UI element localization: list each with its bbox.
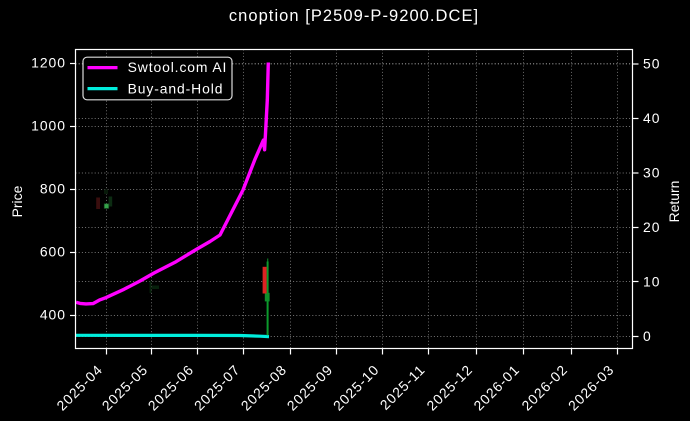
- svg-text:2025-09: 2025-09: [284, 361, 336, 413]
- svg-text:2025-12: 2025-12: [423, 361, 475, 413]
- svg-text:2025-07: 2025-07: [191, 361, 243, 413]
- svg-text:cnoption [P2509-P-9200.DCE]: cnoption [P2509-P-9200.DCE]: [229, 7, 479, 25]
- svg-text:2025-05: 2025-05: [99, 361, 151, 413]
- svg-text:800: 800: [40, 181, 66, 197]
- svg-text:1000: 1000: [31, 118, 66, 134]
- svg-text:2025-10: 2025-10: [330, 361, 382, 413]
- svg-text:Price: Price: [9, 185, 25, 217]
- svg-text:10: 10: [643, 273, 660, 289]
- svg-text:2025-06: 2025-06: [145, 361, 197, 413]
- svg-text:Buy-and-Hold: Buy-and-Hold: [128, 80, 224, 96]
- svg-text:2026-02: 2026-02: [518, 361, 570, 413]
- svg-text:2025-08: 2025-08: [238, 361, 290, 413]
- svg-text:20: 20: [643, 219, 660, 235]
- svg-text:2026-03: 2026-03: [565, 361, 617, 413]
- svg-text:600: 600: [40, 244, 66, 260]
- svg-text:0: 0: [643, 328, 652, 344]
- svg-text:2025-11: 2025-11: [377, 361, 429, 413]
- svg-text:2025-04: 2025-04: [53, 361, 105, 413]
- svg-text:400: 400: [40, 307, 66, 323]
- svg-text:1200: 1200: [31, 55, 66, 71]
- svg-text:2026-01: 2026-01: [470, 361, 522, 413]
- svg-text:Return: Return: [666, 181, 682, 223]
- svg-text:50: 50: [643, 55, 660, 71]
- svg-text:30: 30: [643, 164, 660, 180]
- svg-text:40: 40: [643, 110, 660, 126]
- svg-text:Swtool.com AI: Swtool.com AI: [128, 59, 228, 75]
